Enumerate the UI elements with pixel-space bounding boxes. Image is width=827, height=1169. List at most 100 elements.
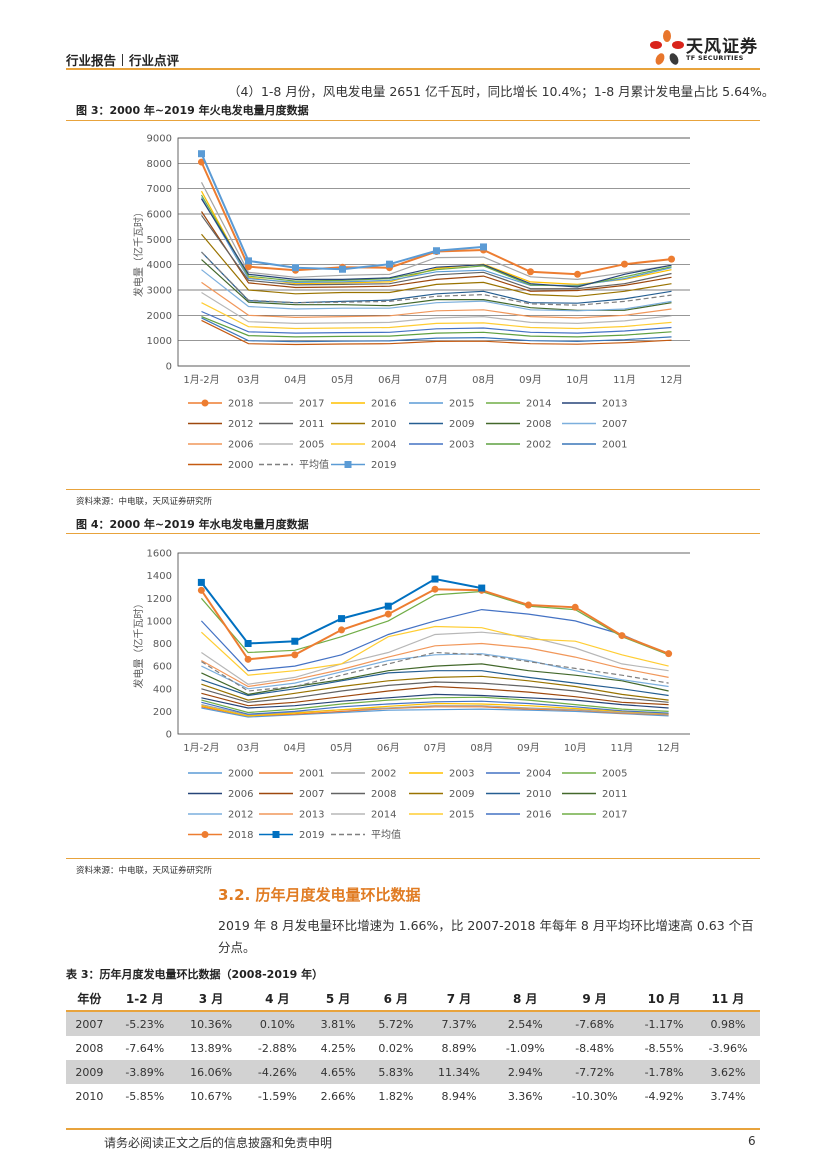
legend-label: 2014 [526,399,551,410]
table-cell: 2.94% [493,1060,558,1084]
hydro-power-chart: 0 200 400 600 800 1000 1200 1400 1600 1月-2月 03月 04月… [130,544,690,849]
series-line-2007 [201,269,672,312]
series-line-2007 [201,685,669,707]
table-cell: -2.88% [257,1041,297,1055]
legend-label: 2002 [526,440,551,451]
series-line-2018 [200,588,669,661]
data-point-2018 [524,601,532,609]
figure4-title: 图 4：2000 年~2019 年水电发电量月度数据 [76,518,309,531]
series-line-2017 [200,182,672,281]
legend-item: 2002 [486,440,551,451]
table-cell: -1.59% [257,1089,297,1103]
report-category: 行业报告 行业点评 [66,50,179,69]
table-cell: -1.17% [632,1011,696,1036]
y-tick-label: 200 [153,707,172,718]
legend-label: 2010 [526,789,551,800]
legend-item: 平均值 [331,828,401,841]
legend-label: 2001 [602,440,627,451]
data-point-2018 [244,655,252,663]
header-year: 年份 [77,991,102,1006]
x-tick-label: 03月 [237,374,260,386]
header-jul: 7 月 [446,991,472,1006]
data-point-2019 [478,584,486,592]
legend-item: 2009 [409,789,474,800]
series-line-2005 [201,291,672,325]
table-cell: -5.85% [125,1089,165,1103]
x-tick-label: 11月 [613,374,636,386]
legend-item: 2001 [259,769,324,780]
data-point-2019 [292,264,299,272]
legend-label: 2010 [371,419,396,430]
series-line-平均值 [201,251,672,306]
legend-item: 平均值 [259,458,329,471]
header-jan-feb: 1-2 月 [125,991,164,1006]
legend-item: 2000 [188,460,253,471]
thermal-power-chart: 0 1000 2000 3000 4000 5000 6000 7000 8000 9000 1月-… [130,128,690,483]
report-type: 行业报告 [66,53,117,68]
legend-item: 2014 [486,399,551,410]
table-cell: 3.81% [309,1011,367,1036]
data-point-2018 [668,255,675,263]
data-point-2018 [198,158,205,166]
legend-item: 2003 [409,440,474,451]
header-apr: 4 月 [265,991,290,1006]
figure3-source: 资料来源：中电联，天风证券研究所 [76,497,213,507]
x-tick-label: 10月 [564,742,587,754]
legend-item: 2015 [409,810,474,821]
footer-divider [66,1128,760,1130]
data-point-2019 [386,260,393,268]
table-cell: 8.94% [441,1089,477,1103]
y-tick-label: 0 [166,730,172,741]
x-tick-label: 12月 [657,742,680,754]
x-tick-label: 03月 [237,742,260,754]
plot-frame [177,552,690,735]
table-cell: 2.66% [320,1089,356,1103]
table-cell: -7.64% [125,1041,165,1055]
y-tick-label: 3000 [147,286,172,297]
legend-label: 2018 [228,399,253,410]
x-tick-label: 1月-2月 [183,374,219,386]
report-subtype: 行业点评 [129,53,180,68]
data-point-2018 [245,263,252,271]
section-paragraph: 2019 年 8 月发电量环比增速为 1.66%，比 2007-2018 年每年… [218,918,754,955]
legend-label: 2013 [299,810,324,821]
legend-item: 2007 [562,419,627,430]
legend-label: 2006 [228,789,253,800]
table-cell: 0.98% [696,1011,760,1036]
series-line-2015 [200,197,672,286]
table-cell: 7.37% [424,1011,494,1036]
data-point-2018 [197,586,205,594]
table-cell: -7.68% [557,1011,633,1036]
table-cell: 2.54% [493,1011,558,1036]
series-line-2004 [201,302,672,330]
table-cell: 16.06% [176,1060,246,1084]
data-point-2019 [433,247,440,255]
legend-item: 2006 [188,789,253,800]
table-cell: 0.10% [245,1011,310,1036]
legend-marker [201,399,209,407]
table-row: 2010 -5.85% 10.67% -1.59% 2.66% 1.82% 8.94% 3.3… [66,1084,760,1108]
legend-label: 2000 [228,460,253,471]
logo-mark-icon [650,30,684,65]
table-cell: -4.26% [245,1060,310,1084]
legend-item: 2005 [562,769,627,780]
legend-item: 2017 [259,399,324,410]
x-tick-label: 04月 [284,374,307,386]
data-point-2018 [571,603,579,611]
x-tick-label: 05月 [330,742,353,754]
legend-marker [344,461,352,468]
figure3-top-rule [66,120,760,121]
legend-label: 2005 [602,769,627,780]
x-tick-label: 07月 [425,374,448,386]
x-tick-label: 09月 [517,742,540,754]
table-cell: 11.34% [424,1060,494,1084]
data-point-2018 [665,650,673,658]
data-point-2019 [431,575,439,583]
series-line-2010 [201,670,669,697]
series-line-平均值 [201,651,669,692]
series-line-2011 [201,663,669,696]
figure3-bottom-rule [66,489,760,490]
y-tick-label: 1000 [147,336,172,347]
data-point-2019 [338,615,346,623]
series-line-2002 [201,704,669,716]
